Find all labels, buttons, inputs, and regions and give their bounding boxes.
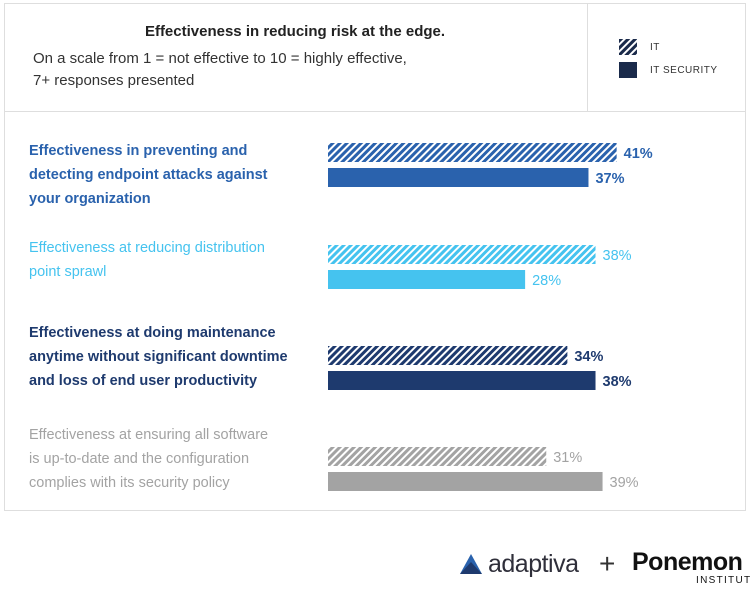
bar-it-security-4 — [328, 472, 603, 491]
adaptiva-logo-icon — [460, 554, 482, 574]
bar-chart: 41%37%38%28%34%38%31%39% — [328, 143, 653, 491]
bar-it-4 — [328, 447, 547, 466]
value-label-it-2: 38% — [603, 248, 632, 264]
value-label-it-security-3: 38% — [603, 374, 632, 390]
legend-swatch-hatched — [619, 39, 637, 55]
value-label-it-4: 31% — [553, 450, 582, 466]
logo-plus-sign: + — [599, 548, 616, 579]
category-label-3-line-3: and loss of end user productivity — [29, 373, 258, 389]
value-label-it-security-4: 39% — [610, 475, 639, 491]
value-label-it-security-1: 37% — [595, 171, 624, 187]
ponemon-institute-text: INSTITUTE — [696, 575, 752, 586]
category-label-1-line-3: your organization — [29, 191, 151, 207]
value-label-it-security-2: 28% — [532, 273, 561, 289]
chart-title: Effectiveness in reducing risk at the ed… — [144, 23, 446, 40]
legend-item-it-security: IT SECURITY — [619, 61, 718, 79]
category-label-1-line-1: Effectiveness in preventing and — [29, 143, 248, 159]
adaptiva-logo-text: adaptiva — [488, 550, 579, 578]
value-label-it-1: 41% — [624, 146, 653, 162]
category-label-3: Effectiveness at doing maintenance anytim… — [29, 321, 319, 393]
category-label-2-line-2: point sprawl — [29, 264, 107, 280]
chart-card: Effectiveness in reducing risk at the ed… — [4, 3, 746, 511]
bar-it-security-2 — [328, 270, 526, 289]
bar-it-security-3 — [328, 371, 596, 390]
category-label-2: Effectiveness at reducing distribution po… — [29, 236, 319, 284]
legend-swatch-solid — [619, 62, 637, 78]
category-label-3-line-2: anytime without significant downtime — [29, 349, 288, 365]
legend-divider — [587, 4, 588, 111]
legend-item-it: IT — [619, 38, 660, 56]
category-label-4: Effectiveness at ensuring all software is… — [29, 423, 319, 495]
chart-header: Effectiveness in reducing risk at the ed… — [5, 4, 745, 112]
bar-it-3 — [328, 346, 568, 365]
category-label-3-line-1: Effectiveness at doing maintenance — [29, 325, 276, 341]
category-label-4-line-2: is up-to-date and the configuration — [29, 451, 250, 467]
subtitle-line-2: 7+ responses presented — [33, 72, 195, 89]
subtitle-line-1: On a scale from 1 = not effective to 10 … — [33, 50, 407, 67]
category-label-2-line-1: Effectiveness at reducing distribution — [29, 240, 265, 256]
legend-label-it: IT — [650, 41, 660, 53]
chart-subtitle: On a scale from 1 = not effective to 10 … — [33, 48, 533, 92]
value-label-it-3: 34% — [574, 349, 603, 365]
category-label-4-line-1: Effectiveness at ensuring all software — [29, 427, 269, 443]
category-label-1: Effectiveness in preventing and detecting… — [29, 139, 319, 211]
bar-it-security-1 — [328, 168, 589, 187]
category-label-4-line-3: complies with its security policy — [29, 475, 230, 491]
legend-label-it-security: IT SECURITY — [650, 64, 718, 76]
bar-it-2 — [328, 245, 596, 264]
category-label-1-line-2: detecting endpoint attacks against — [29, 167, 268, 183]
ponemon-logo-text: Ponemon — [632, 548, 743, 576]
bar-it-1 — [328, 143, 617, 162]
